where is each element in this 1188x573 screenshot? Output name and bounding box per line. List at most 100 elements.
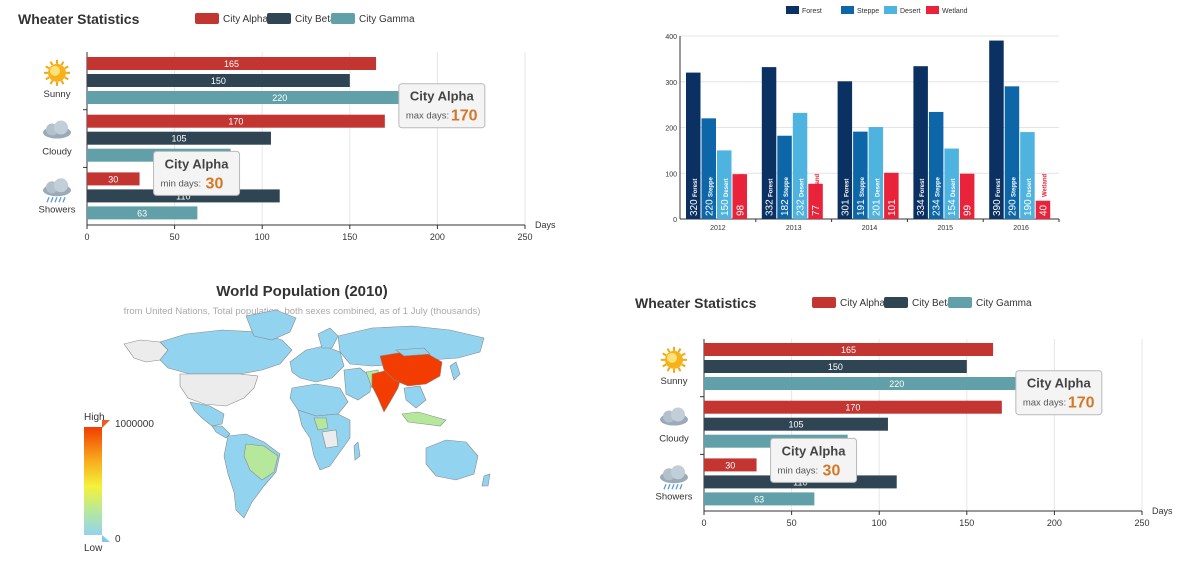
bar-value-label: 290 bbox=[1007, 199, 1018, 216]
map-region-drc[interactable] bbox=[321, 429, 339, 449]
bar-city-beta[interactable] bbox=[87, 131, 271, 145]
bar-city-beta[interactable] bbox=[87, 74, 350, 87]
bar-city-gamma[interactable] bbox=[87, 91, 473, 104]
bar-city-beta[interactable] bbox=[704, 417, 888, 431]
map-region-new-zealand[interactable] bbox=[481, 473, 491, 487]
map-region-mexico[interactable] bbox=[189, 401, 225, 427]
map-region-madagascar[interactable] bbox=[353, 441, 361, 461]
bar-steppe[interactable] bbox=[853, 131, 868, 219]
legend-swatch[interactable] bbox=[841, 6, 854, 14]
bar-wetland[interactable] bbox=[732, 174, 748, 219]
showers-icon bbox=[43, 178, 71, 203]
legend-swatch[interactable] bbox=[331, 13, 355, 24]
bar-city-alpha[interactable] bbox=[704, 400, 1002, 414]
map-region-mongolia[interactable] bbox=[395, 347, 431, 357]
legend-label[interactable]: Wetland bbox=[942, 8, 968, 15]
cloud-puff bbox=[54, 178, 68, 193]
bar-wetland[interactable] bbox=[808, 183, 823, 219]
map-region-canada[interactable] bbox=[159, 329, 293, 375]
bar-forest[interactable] bbox=[686, 72, 701, 219]
bar-city-alpha[interactable] bbox=[704, 343, 994, 356]
bar-steppe[interactable] bbox=[701, 118, 717, 219]
map-region-middle-east[interactable] bbox=[343, 367, 373, 401]
bar-desert[interactable] bbox=[717, 150, 732, 219]
legend-swatch[interactable] bbox=[884, 6, 897, 14]
bar-forest[interactable] bbox=[761, 67, 777, 219]
legend-label[interactable]: City Beta bbox=[295, 14, 336, 25]
map-region-usa[interactable] bbox=[179, 373, 259, 407]
legend-label[interactable]: City Beta bbox=[912, 298, 953, 309]
bar-forest[interactable] bbox=[913, 66, 928, 219]
x-tick-label: 50 bbox=[170, 232, 180, 242]
bar-desert[interactable] bbox=[868, 127, 884, 219]
visual-map-handle-bottom[interactable] bbox=[102, 535, 110, 542]
x-tick-label: 250 bbox=[1134, 518, 1149, 528]
legend-swatch[interactable] bbox=[884, 297, 908, 308]
legend-label[interactable]: City Alpha bbox=[840, 298, 885, 309]
map-region-central-america[interactable] bbox=[211, 425, 231, 439]
world-map bbox=[123, 309, 491, 519]
bar-wetland[interactable] bbox=[959, 173, 975, 219]
bar-desert[interactable] bbox=[944, 148, 959, 219]
visual-map-bar[interactable] bbox=[84, 427, 102, 535]
bar-value-label: 101 bbox=[887, 199, 898, 216]
map-region-indonesia[interactable] bbox=[401, 411, 447, 427]
bar-city-gamma[interactable] bbox=[704, 377, 1090, 390]
legend-swatch[interactable] bbox=[195, 13, 219, 24]
x-tick-label: 2016 bbox=[1013, 225, 1029, 232]
bar-steppe[interactable] bbox=[928, 111, 944, 219]
visual-map-handle-top[interactable] bbox=[102, 420, 110, 428]
map-region-nigeria[interactable] bbox=[313, 417, 329, 431]
legend-swatch[interactable] bbox=[786, 6, 799, 14]
map-region-australia[interactable] bbox=[425, 439, 479, 481]
map-region-brazil[interactable] bbox=[243, 443, 279, 481]
tooltip-box bbox=[153, 150, 241, 196]
map-region-russia[interactable] bbox=[337, 325, 485, 367]
bar-series-label: Forest bbox=[693, 179, 699, 197]
bar-desert[interactable] bbox=[792, 112, 808, 219]
bar-city-beta[interactable] bbox=[704, 360, 967, 373]
bar-city-alpha[interactable] bbox=[87, 172, 140, 186]
bar-wetland[interactable] bbox=[1035, 200, 1051, 219]
rain-drop bbox=[62, 197, 66, 203]
bar-value-label: 332 bbox=[765, 199, 776, 216]
bar-city-gamma[interactable] bbox=[87, 206, 198, 220]
legend-label[interactable]: City Alpha bbox=[223, 14, 268, 25]
bar-forest[interactable] bbox=[989, 40, 1004, 220]
legend-label[interactable]: Forest bbox=[802, 8, 822, 15]
bar-forest[interactable] bbox=[837, 81, 853, 219]
cloud-puff bbox=[54, 120, 68, 135]
legend-swatch[interactable] bbox=[267, 13, 291, 24]
map-region-southeast-asia[interactable] bbox=[403, 385, 427, 409]
bar-city-alpha[interactable] bbox=[87, 57, 377, 70]
bar-city-alpha[interactable] bbox=[87, 114, 385, 128]
bar-wetland[interactable] bbox=[884, 172, 899, 219]
map-region-europe[interactable] bbox=[289, 345, 345, 383]
bar-value-label: 150 bbox=[211, 76, 226, 86]
tooltip-box bbox=[1015, 370, 1103, 416]
tooltip-value: 170 bbox=[451, 108, 478, 125]
map-region-greenland[interactable] bbox=[245, 309, 297, 341]
bar-steppe[interactable] bbox=[1004, 86, 1020, 219]
legend-label[interactable]: City Gamma bbox=[976, 298, 1032, 309]
bar-city-alpha[interactable] bbox=[704, 458, 757, 472]
bar-series-label: Wetland bbox=[967, 173, 973, 197]
visual-map[interactable]: High 1000000 0 Low bbox=[84, 412, 154, 554]
legend-label[interactable]: City Gamma bbox=[359, 14, 415, 25]
legend-swatch[interactable] bbox=[812, 297, 836, 308]
bar-value-label: 30 bbox=[108, 174, 118, 184]
map-region-scandinavia[interactable] bbox=[317, 327, 339, 349]
bar-value-label: 170 bbox=[228, 117, 243, 127]
rain-drop bbox=[58, 197, 62, 203]
legend-swatch[interactable] bbox=[948, 297, 972, 308]
rain-drop bbox=[50, 197, 54, 203]
legend-swatch[interactable] bbox=[926, 6, 939, 14]
bar-city-gamma[interactable] bbox=[704, 492, 815, 506]
legend-label[interactable]: Steppe bbox=[857, 8, 879, 15]
legend-label[interactable]: Desert bbox=[900, 8, 921, 15]
sun-ray bbox=[64, 65, 69, 70]
bar-steppe[interactable] bbox=[777, 135, 792, 219]
bar-series-label: Wetland bbox=[1042, 173, 1048, 197]
bar-desert[interactable] bbox=[1020, 132, 1035, 219]
map-region-japan[interactable] bbox=[449, 361, 461, 381]
